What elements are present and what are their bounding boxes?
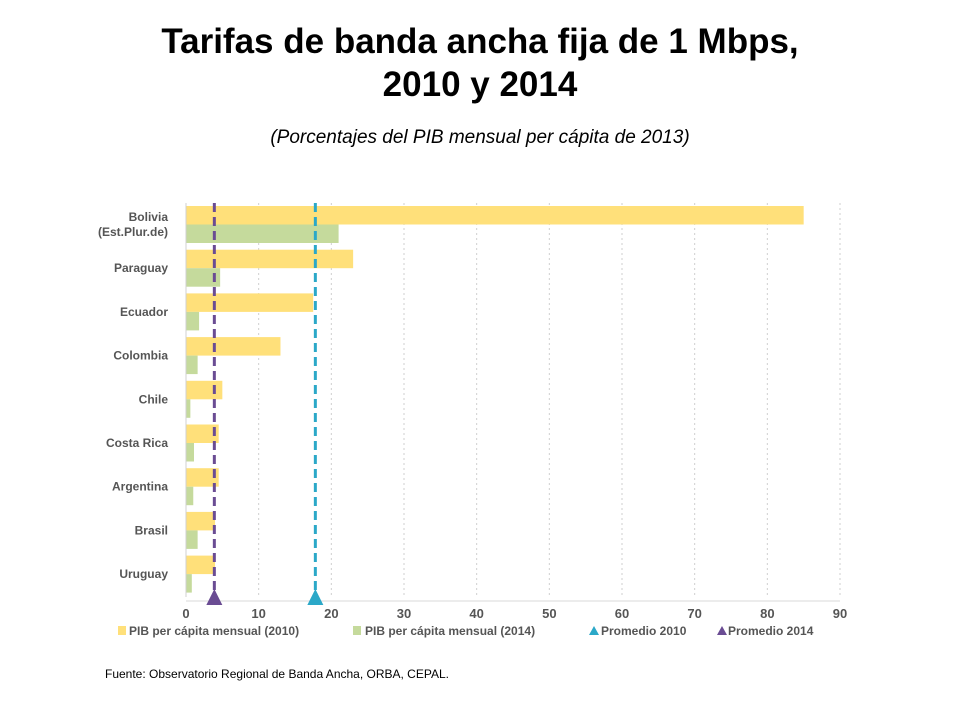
legend-triangle-marker <box>717 626 727 635</box>
chart-title: Tarifas de banda ancha fija de 1 Mbps, 2… <box>0 20 960 106</box>
bar-2014 <box>186 574 192 593</box>
bar-2010 <box>186 206 804 225</box>
axes <box>185 203 840 602</box>
x-tick-label: 20 <box>324 606 338 621</box>
x-tick-label: 60 <box>615 606 629 621</box>
x-tick-label: 10 <box>251 606 265 621</box>
bar-2014 <box>186 443 194 462</box>
bars <box>186 206 804 593</box>
chart-title-line-2: 2010 y 2014 <box>382 65 578 104</box>
bar-2014 <box>186 311 200 331</box>
category-label: Chile <box>139 392 169 406</box>
bar-2014 <box>186 530 198 549</box>
category-label: Brasil <box>135 523 168 537</box>
legend-swatch <box>118 626 126 635</box>
bar-2010 <box>186 468 219 487</box>
chart-title-line-1: Tarifas de banda ancha fija de 1 Mbps, <box>161 22 799 61</box>
promedio-2014-marker <box>206 589 223 605</box>
chart-subtitle: (Porcentajes del PIB mensual per cápita … <box>270 127 690 148</box>
category-label: Ecuador <box>120 305 168 319</box>
legend-triangle-marker <box>589 626 599 635</box>
x-tick-label: 30 <box>397 606 411 621</box>
x-tick-label: 90 <box>833 606 847 621</box>
category-label: Argentina <box>112 480 168 494</box>
x-tick-label: 50 <box>542 606 556 621</box>
bar-2010 <box>186 511 216 531</box>
category-label: (Est.Plur.de) <box>98 225 168 239</box>
bar-2010 <box>186 424 219 443</box>
source-note: Fuente: Observatorio Regional de Banda A… <box>105 667 449 681</box>
bar-2010 <box>186 337 281 356</box>
legend-label: Promedio 2014 <box>728 624 814 638</box>
bar-2010 <box>186 249 354 269</box>
category-label: Paraguay <box>114 261 168 275</box>
bar-2010 <box>186 380 223 400</box>
x-tick-label: 80 <box>760 606 774 621</box>
x-tick-label: 70 <box>687 606 701 621</box>
x-tick-labels: 0 10 20 30 40 50 60 70 80 90 <box>182 606 847 621</box>
x-tick-label: 0 <box>182 606 189 621</box>
category-labels: Bolivia(Est.Plur.de) Paraguay Ecuador Colom… <box>98 210 168 581</box>
promedio-2010-marker <box>307 589 324 605</box>
legend-label: PIB per cápita mensual (2010) <box>129 624 299 638</box>
category-label: Colombia <box>113 349 168 363</box>
grid-lines <box>258 203 841 597</box>
bar-2014 <box>186 355 198 375</box>
bar-2014 <box>186 224 339 243</box>
bar-2014 <box>186 486 194 506</box>
legend-label: PIB per cápita mensual (2014) <box>365 624 535 638</box>
category-label: Costa Rica <box>106 436 168 450</box>
category-label: Uruguay <box>119 567 168 581</box>
bar-2014 <box>186 268 221 287</box>
bar-2014 <box>186 399 191 418</box>
bar-2010 <box>186 555 216 575</box>
legend-label: Promedio 2010 <box>601 624 687 638</box>
average-lines <box>206 203 324 605</box>
category-label: Bolivia <box>129 210 169 224</box>
legend: PIB per cápita mensual (2010) PIB per cáp… <box>118 624 814 638</box>
x-tick-label: 40 <box>469 606 483 621</box>
legend-swatch <box>353 626 361 635</box>
bar-2010 <box>186 293 314 312</box>
